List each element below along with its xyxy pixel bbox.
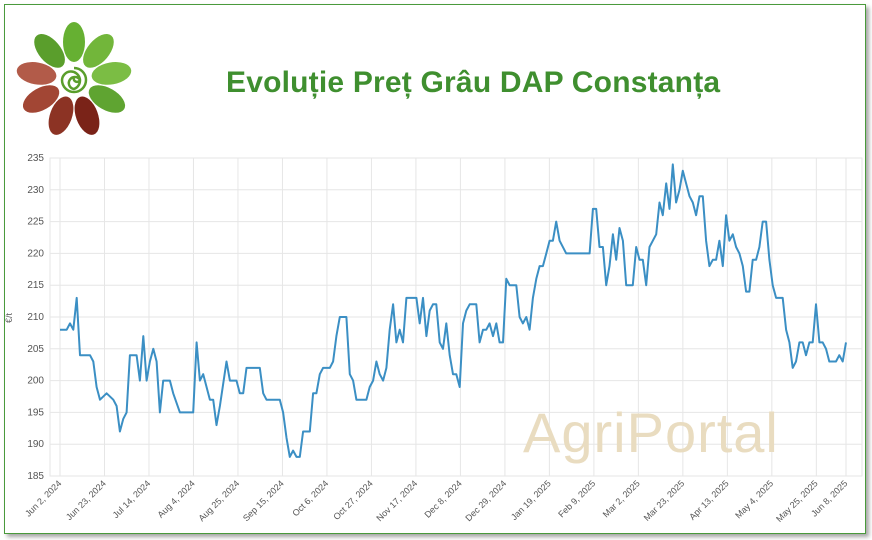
- x-tick-label: Aug 4, 2024: [155, 478, 196, 519]
- watermark-text: AgriPortal: [523, 401, 779, 464]
- grid-layer: [49, 157, 863, 477]
- page-title: Evoluție Preț Grâu DAP Constanța: [226, 66, 721, 99]
- x-tick-label: Dec 29, 2024: [463, 478, 508, 523]
- y-tick-label: 185: [27, 471, 44, 482]
- y-tick-label: 220: [27, 248, 44, 259]
- x-tick-label: Feb 9, 2025: [556, 478, 597, 519]
- x-tick-label: Apr 13, 2025: [687, 478, 731, 522]
- x-tick-label: Mar 2, 2025: [601, 478, 642, 519]
- x-tick-label: Dec 8, 2024: [422, 478, 463, 519]
- x-tick-label: Oct 27, 2024: [331, 478, 375, 522]
- series-line: [60, 163, 847, 458]
- x-tick-label: Mar 23, 2025: [642, 478, 687, 523]
- x-tick-label: May 25, 2025: [774, 478, 820, 524]
- x-tick-label: Jun 2, 2024: [23, 478, 63, 518]
- y-tick-label: 200: [27, 376, 44, 387]
- agriportal-flower-logo-icon: [16, 22, 132, 135]
- y-tick-label: 195: [27, 407, 44, 418]
- x-tick-label: Aug 25, 2024: [196, 478, 241, 523]
- y-tick-label: 205: [27, 344, 44, 355]
- x-tick-label: Jan 19, 2025: [509, 478, 553, 522]
- y-tick-label: 190: [27, 439, 44, 450]
- x-tick-label: Jul 14, 2024: [111, 478, 153, 520]
- x-tick-label: Nov 17, 2024: [374, 478, 419, 523]
- y-tick-label: 225: [27, 217, 44, 228]
- x-axis-tick-labels: Jun 2, 2024 Jun 23, 2024 Jul 14, 2024 Aug 4…: [23, 478, 849, 524]
- y-tick-label: 230: [27, 185, 44, 196]
- y-axis-tick-labels: 185 190 195 200 205 210 215 220 225 230 235: [27, 153, 44, 482]
- x-tick-label: Jun 23, 2024: [64, 478, 108, 522]
- y-tick-label: 235: [27, 153, 44, 164]
- y-tick-label: 210: [27, 312, 44, 323]
- y-tick-label: 215: [27, 280, 44, 291]
- x-tick-label: Sep 15, 2024: [241, 478, 286, 523]
- x-tick-label: May 4, 2025: [733, 478, 775, 520]
- x-tick-label: Oct 6, 2024: [290, 478, 330, 518]
- y-axis-label: €/t: [4, 313, 14, 324]
